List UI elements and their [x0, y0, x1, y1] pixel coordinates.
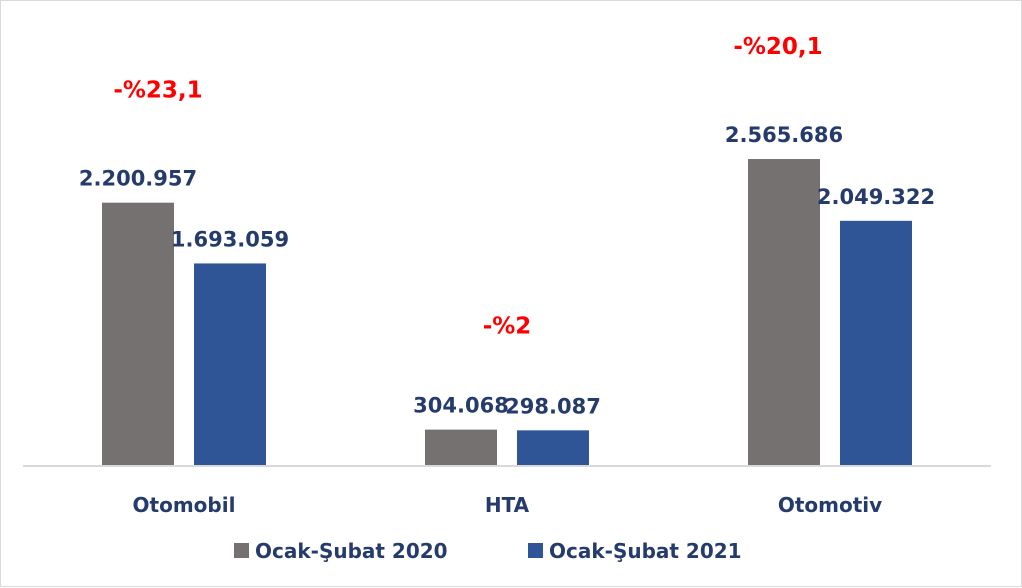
data-label-hta-series-1: 304.068: [413, 394, 509, 418]
legend-label-series-1: Ocak-Şubat 2020: [255, 539, 448, 563]
change-annotation-otomotiv: -%20,1: [733, 34, 822, 60]
legend-label-series-2: Ocak-Şubat 2021: [549, 539, 742, 563]
bar-otomobil-series-2: [194, 263, 266, 466]
bar-otomobil-series-1: [102, 202, 174, 467]
data-label-otomobil-series-1: 2.200.957: [79, 167, 197, 191]
bar-otomotiv-series-1: [748, 159, 820, 466]
data-label-hta-series-2: 298.087: [505, 394, 601, 418]
data-label-otomotiv-series-2: 2.049.322: [817, 185, 935, 209]
x-tick-label-otomotiv: Otomotiv: [778, 493, 882, 517]
change-annotation-hta: -%2: [483, 314, 532, 340]
legend-swatch-series-1: [234, 543, 249, 558]
x-tick-label-hta: HTA: [485, 493, 530, 517]
bar-hta-series-1: [425, 429, 497, 466]
bar-otomotiv-series-2: [840, 220, 912, 466]
bar-hta-series-2: [517, 430, 589, 466]
change-annotation-otomobil: -%23,1: [113, 78, 202, 104]
data-label-otomotiv-series-1: 2.565.686: [725, 123, 843, 147]
data-label-otomobil-series-2: 1.693.059: [171, 227, 289, 251]
legend-swatch-series-2: [528, 543, 543, 558]
x-tick-label-otomobil: Otomobil: [133, 493, 236, 517]
